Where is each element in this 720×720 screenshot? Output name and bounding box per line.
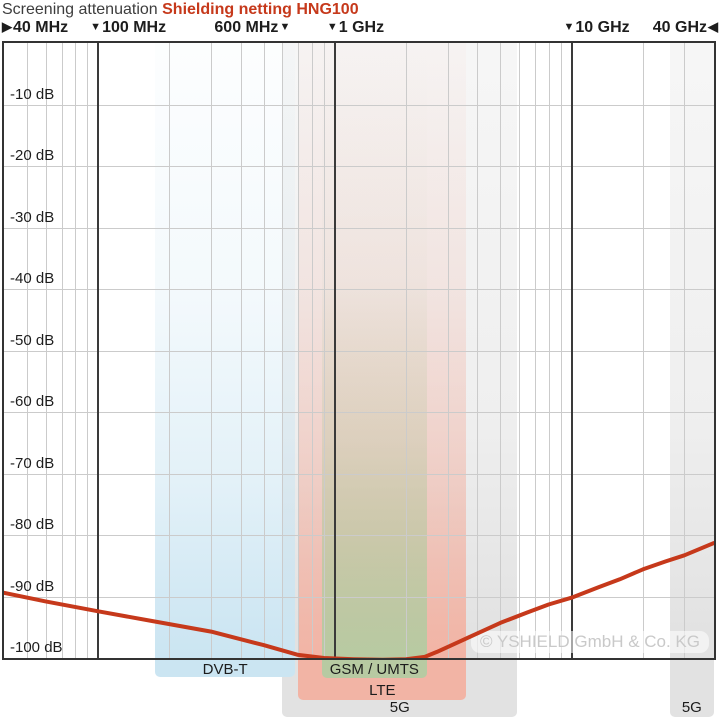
vertical-gridline-emphasized	[97, 43, 100, 658]
vertical-gridline	[324, 43, 326, 658]
vertical-gridline	[240, 43, 242, 658]
horizontal-gridline	[4, 412, 714, 413]
horizontal-gridline	[4, 166, 714, 167]
freq-label-1-ghz: ▼1 GHz	[326, 18, 384, 39]
horizontal-gridline	[4, 289, 714, 290]
db-tick-label: -60 dB	[10, 393, 55, 410]
down-arrow-icon: ▼	[90, 21, 102, 33]
freq-label-40-ghz: 40 GHz◀	[653, 18, 719, 38]
down-arrow-icon: ▼	[326, 21, 338, 33]
db-tick-label: -80 dB	[10, 516, 55, 533]
attenuation-line	[4, 541, 714, 658]
freq-label-text: 40 MHz	[13, 19, 69, 36]
horizontal-gridline	[4, 227, 714, 229]
vertical-gridline	[169, 43, 171, 658]
watermark: © YSHIELD GmbH & Co. KG	[470, 631, 709, 653]
band-label: 5G	[681, 699, 702, 716]
vertical-gridline	[548, 43, 550, 658]
freq-label-40-mhz: ▶40 MHz	[1, 18, 68, 38]
vertical-gridline	[477, 43, 479, 658]
db-tick-label: -100 dB	[10, 639, 63, 656]
vertical-gridline	[298, 43, 300, 658]
horizontal-gridline	[4, 104, 714, 106]
freq-label-600-mhz: 600 MHz▼	[214, 18, 291, 39]
freq-label-text: 1 GHz	[338, 19, 385, 36]
plot-area: © YSHIELD GmbH & Co. KG -10 dB -20 dB -30 …	[2, 41, 716, 660]
chart-title: Screening attenuation Shielding netting …	[2, 1, 359, 19]
db-tick-label: -40 dB	[10, 270, 55, 287]
db-tick-label: -70 dB	[10, 454, 55, 472]
left-arrow-icon: ◀	[708, 19, 718, 34]
vertical-gridline	[447, 43, 449, 658]
vertical-gridline	[642, 43, 644, 658]
band-label: DVB-T	[202, 661, 248, 678]
attenuation-curve	[4, 541, 714, 658]
freq-label-text: 100 MHz	[102, 19, 167, 36]
horizontal-gridline	[4, 596, 714, 598]
chart-title-prefix: Screening attenuation	[2, 1, 158, 18]
grid-layer	[4, 43, 714, 658]
db-tick-label: -20 dB	[10, 147, 55, 164]
vertical-gridline	[211, 43, 213, 658]
band-strip-5g: 5G	[669, 660, 714, 717]
vertical-gridline	[406, 43, 408, 658]
freq-label-text: 600 MHz	[214, 19, 279, 36]
db-tick-label: -90 dB	[10, 577, 55, 595]
db-tick-label: -30 dB	[10, 208, 55, 226]
band-label: 5G	[389, 699, 410, 716]
down-arrow-icon: ▼	[563, 21, 575, 33]
frequency-axis: ▶40 MHz ▼100 MHz 600 MHz▼ ▼1 GHz ▼10 GHz 40 G…	[0, 18, 720, 39]
vertical-gridline	[263, 43, 265, 658]
vertical-gridline-emphasized	[570, 43, 573, 658]
freq-label-10-ghz: ▼10 GHz	[563, 18, 630, 39]
horizontal-gridline	[4, 350, 714, 352]
vertical-gridline	[560, 43, 562, 658]
vertical-gridline	[684, 43, 686, 658]
horizontal-gridline	[4, 535, 714, 536]
db-axis-labels: -10 dB -20 dB -30 dB -40 dB -50 dB -60 dB -70 …	[4, 43, 714, 658]
db-tick-label: -50 dB	[10, 331, 55, 349]
vertical-gridline	[282, 43, 284, 658]
vertical-gridline	[519, 43, 520, 658]
vertical-gridline	[534, 43, 536, 658]
band-strip-dvb-t: DVB-T	[155, 660, 296, 678]
freq-label-text: 40 GHz	[652, 19, 707, 36]
db-tick-label: -10 dB	[10, 85, 55, 103]
band-label: LTE	[369, 682, 396, 699]
band-label: GSM / UMTS	[329, 661, 419, 678]
chart-title-product: Shielding netting HNG100	[162, 1, 359, 18]
vertical-gridline	[26, 43, 28, 658]
freq-label-100-mhz: ▼100 MHz	[89, 18, 166, 39]
band-label-strips: 5G DVB-T LTE GSM / UMTS 5G	[0, 660, 720, 720]
freq-label-text: 10 GHz	[575, 19, 630, 36]
vertical-gridline	[500, 43, 502, 658]
vertical-gridline	[45, 43, 47, 658]
horizontal-gridline	[4, 473, 714, 475]
vertical-gridline	[61, 43, 63, 658]
vertical-gridline	[87, 43, 89, 658]
band-strip-gsm-umts: GSM / UMTS	[321, 660, 427, 678]
vertical-gridline	[75, 43, 77, 658]
vertical-gridline	[311, 43, 313, 658]
right-arrow-icon: ▶	[2, 19, 12, 34]
vertical-gridline-emphasized	[333, 43, 336, 658]
down-arrow-icon: ▼	[279, 21, 291, 33]
